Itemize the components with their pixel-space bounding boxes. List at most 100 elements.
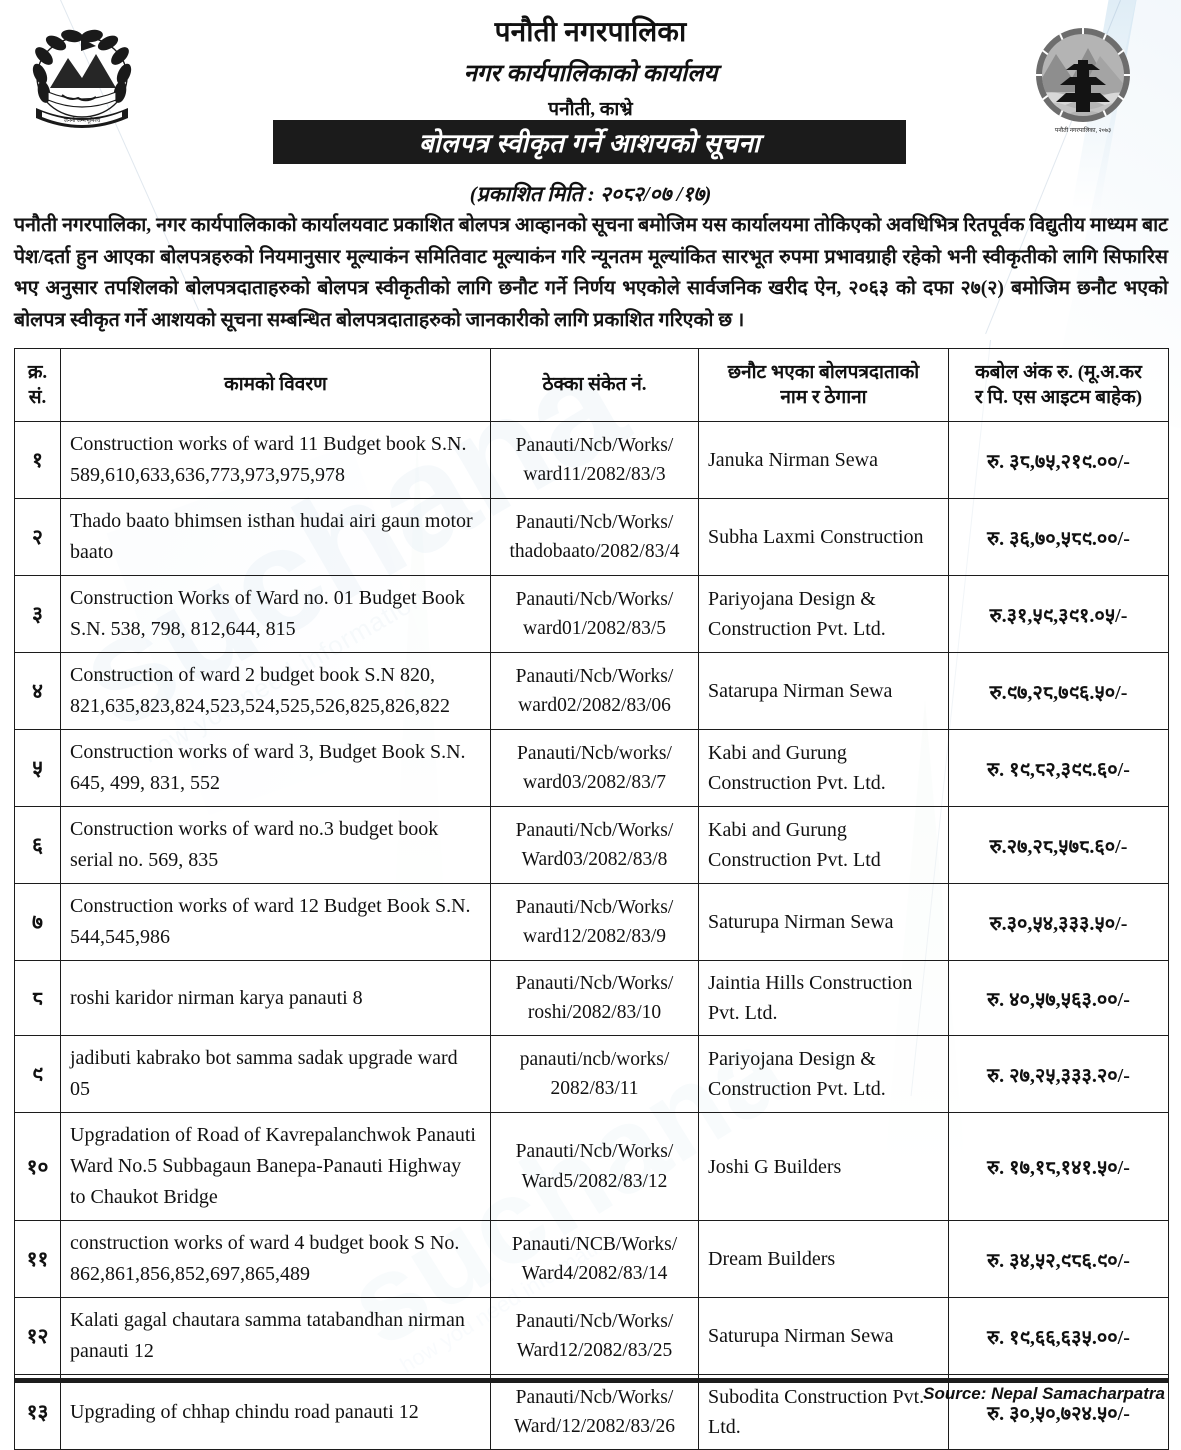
cell-serial: ८ xyxy=(14,960,61,1036)
table-row: १० Upgradation of Road of Kavrepalanchwok… xyxy=(14,1112,1169,1221)
cell-contract-code: Panauti/Ncb/Works/ Ward/12/2082/83/26 xyxy=(490,1374,699,1450)
cell-work-description: construction works of ward 4 budget book… xyxy=(60,1220,491,1298)
svg-text:जननी जन्मभूमिश्च: जननी जन्मभूमिश्च xyxy=(64,117,101,124)
cell-work-description: Construction works of ward 11 Budget boo… xyxy=(60,421,491,499)
cell-work-description: Construction of ward 2 budget book S.N 8… xyxy=(60,652,491,730)
table-row: १२ Kalati gagal chautara samma tatabandha… xyxy=(14,1297,1169,1375)
footer-divider xyxy=(14,1378,1168,1383)
cell-selected-bidder: Joshi G Builders xyxy=(698,1112,949,1221)
cell-quoted-amount: रु.३०,५४,३३३.५०/- xyxy=(948,883,1169,961)
table-header: क्र. सं. कामको विवरण ठेक्का संकेत नं. छन… xyxy=(14,348,1169,422)
cell-contract-code: Panauti/Ncb/works/ ward03/2082/83/7 xyxy=(490,729,699,807)
cell-selected-bidder: Pariyojana Design & Construction Pvt. Lt… xyxy=(698,575,949,653)
cell-contract-code: Panauti/Ncb/Works/ roshi/2082/83/10 xyxy=(490,960,699,1036)
cell-quoted-amount: रु. २७,२५,३३३.२०/- xyxy=(948,1035,1169,1113)
table-row: २ Thado baato bhimsen isthan hudai airi g… xyxy=(14,498,1169,576)
cell-serial: ६ xyxy=(14,806,61,884)
panauti-municipality-logo-icon: पनौती नगरपालिका, २०७३ xyxy=(1036,28,1130,134)
cell-work-description: Upgrading of chhap chindu road panauti 1… xyxy=(60,1374,491,1450)
cell-quoted-amount: रु. ४०,५७,५६३.००/- xyxy=(948,960,1169,1036)
cell-serial: १२ xyxy=(14,1297,61,1375)
cell-contract-code: Panauti/Ncb/Works/ ward12/2082/83/9 xyxy=(490,883,699,961)
cell-quoted-amount: रु.३१,५९,३९१.०५/- xyxy=(948,575,1169,653)
cell-quoted-amount: रु.२७,२८,५७८.६०/- xyxy=(948,806,1169,884)
column-header-work-description: कामको विवरण xyxy=(60,348,491,422)
cell-quoted-amount: रु. ३४,५२,९८६.९०/- xyxy=(948,1220,1169,1298)
cell-contract-code: panauti/ncb/works/ 2082/83/11 xyxy=(490,1035,699,1113)
header-title-block: पनौती नगरपालिका नगर कार्यपालिकाको कार्या… xyxy=(0,12,1181,121)
cell-quoted-amount: रु. १७,१८,१४१.५०/- xyxy=(948,1112,1169,1221)
cell-serial: १३ xyxy=(14,1374,61,1450)
cell-selected-bidder: Saturupa Nirman Sewa xyxy=(698,883,949,961)
organization-office: नगर कार्यपालिकाको कार्यालय xyxy=(463,61,718,87)
published-date: (प्रकाशित मिति : २०८२/०७ /१७) xyxy=(469,182,712,206)
cell-contract-code: Panauti/Ncb/Works/ ward01/2082/83/5 xyxy=(490,575,699,653)
cell-quoted-amount: रु. ३६,७०,५८९.००/- xyxy=(948,498,1169,576)
cell-contract-code: Panauti/Ncb/Works/ thadobaato/2082/83/4 xyxy=(490,498,699,576)
column-header-contract-code: ठेक्का संकेत नं. xyxy=(490,348,699,422)
nepal-government-emblem-icon: जननी जन्मभूमिश्च xyxy=(32,29,132,128)
cell-quoted-amount: रु.९७,२८,७९६.५०/- xyxy=(948,652,1169,730)
cell-selected-bidder: Subodita Construction Pvt. Ltd. xyxy=(698,1374,949,1450)
table-row: ६ Construction works of ward no.3 budget … xyxy=(14,806,1169,884)
cell-selected-bidder: Pariyojana Design & Construction Pvt. Lt… xyxy=(698,1035,949,1113)
cell-work-description: Upgradation of Road of Kavrepalanchwok P… xyxy=(60,1112,491,1221)
cell-work-description: Construction Works of Ward no. 01 Budget… xyxy=(60,575,491,653)
cell-selected-bidder: Subha Laxmi Construction xyxy=(698,498,949,576)
source-credit: Source: Nepal Samacharpatra xyxy=(923,1384,1165,1403)
table-header-row: क्र. सं. कामको विवरण ठेक्का संकेत नं. छन… xyxy=(14,348,1169,422)
cell-serial: ९ xyxy=(14,1035,61,1113)
table-body: १ Construction works of ward 11 Budget bo… xyxy=(14,421,1169,1450)
cell-quoted-amount: रु. १९,६६,६३५.००/- xyxy=(948,1297,1169,1375)
cell-serial: १० xyxy=(14,1112,61,1221)
cell-selected-bidder: Satarupa Nirman Sewa xyxy=(698,652,949,730)
cell-contract-code: Panauti/NCB/Works/ Ward4/2082/83/14 xyxy=(490,1220,699,1298)
table-row: ११ construction works of ward 4 budget bo… xyxy=(14,1220,1169,1298)
bid-results-table-wrapper: क्र. सं. कामको विवरण ठेक्का संकेत नं. छन… xyxy=(14,348,1169,1450)
table-row: ७ Construction works of ward 12 Budget Bo… xyxy=(14,883,1169,961)
table-row: ९ jadibuti kabrako bot samma sadak upgrad… xyxy=(14,1035,1169,1113)
svg-text:पनौती नगरपालिका, २०७३: पनौती नगरपालिका, २०७३ xyxy=(1055,126,1111,134)
bid-results-table: क्र. सं. कामको विवरण ठेक्का संकेत नं. छन… xyxy=(14,348,1169,1450)
table-row: ४ Construction of ward 2 budget book S.N … xyxy=(14,652,1169,730)
cell-work-description: jadibuti kabrako bot samma sadak upgrade… xyxy=(60,1035,491,1113)
table-row: १ Construction works of ward 11 Budget bo… xyxy=(14,421,1169,499)
column-header-serial: क्र. सं. xyxy=(14,348,61,422)
cell-contract-code: Panauti/Ncb/Works/ ward02/2082/83/06 xyxy=(490,652,699,730)
cell-work-description: Construction works of ward no.3 budget b… xyxy=(60,806,491,884)
cell-contract-code: Panauti/Ncb/Works/ Ward5/2082/83/12 xyxy=(490,1112,699,1221)
cell-quoted-amount: रु. ३८,७५,२१९.००/- xyxy=(948,421,1169,499)
cell-selected-bidder: Jaintia Hills Construction Pvt. Ltd. xyxy=(698,960,949,1036)
cell-work-description: Construction works of ward 12 Budget Boo… xyxy=(60,883,491,961)
cell-selected-bidder: Kabi and Gurung Construction Pvt. Ltd xyxy=(698,806,949,884)
cell-serial: ११ xyxy=(14,1220,61,1298)
cell-serial: ७ xyxy=(14,883,61,961)
column-header-quoted-amount: कबोल अंक रु. (मू.अ.कर र पि. एस आइटम बाहे… xyxy=(948,348,1169,422)
notice-title-text: बोलपत्र स्वीकृत गर्ने आशयको सूचना xyxy=(418,129,761,158)
organization-place: पनौती, काभ्रे xyxy=(548,99,633,120)
cell-work-description: Construction works of ward 3, Budget Boo… xyxy=(60,729,491,807)
intro-paragraph: पनौती नगरपालिका, नगर कार्यपालिकाको कार्य… xyxy=(14,215,1168,331)
organization-name: पनौती नगरपालिका xyxy=(494,17,687,48)
table-row: ५ Construction works of ward 3, Budget Bo… xyxy=(14,729,1169,807)
cell-work-description: Thado baato bhimsen isthan hudai airi ga… xyxy=(60,498,491,576)
cell-contract-code: Panauti/Ncb/Works/ Ward12/2082/83/25 xyxy=(490,1297,699,1375)
cell-quoted-amount: रु. १९,८२,३९९.६०/- xyxy=(948,729,1169,807)
cell-selected-bidder: Januka Nirman Sewa xyxy=(698,421,949,499)
cell-selected-bidder: Kabi and Gurung Construction Pvt. Ltd. xyxy=(698,729,949,807)
document-header: जननी जन्मभूमिश्च xyxy=(0,0,1181,206)
cell-work-description: Kalati gagal chautara samma tatabandhan … xyxy=(60,1297,491,1375)
cell-work-description: roshi karidor nirman karya panauti 8 xyxy=(60,960,491,1036)
cell-contract-code: Panauti/Ncb/Works/ ward11/2082/83/3 xyxy=(490,421,699,499)
table-row: ८ roshi karidor nirman karya panauti 8 Pan… xyxy=(14,960,1169,1036)
cell-serial: ४ xyxy=(14,652,61,730)
column-header-selected-bidder: छनौट भएका बोलपत्रदाताको नाम र ठेगाना xyxy=(698,348,949,422)
cell-selected-bidder: Saturupa Nirman Sewa xyxy=(698,1297,949,1375)
cell-serial: ५ xyxy=(14,729,61,807)
notice-title-banner: बोलपत्र स्वीकृत गर्ने आशयको सूचना xyxy=(273,120,906,164)
cell-contract-code: Panauti/Ncb/Works/ Ward03/2082/83/8 xyxy=(490,806,699,884)
cell-serial: २ xyxy=(14,498,61,576)
cell-selected-bidder: Dream Builders xyxy=(698,1220,949,1298)
cell-serial: १ xyxy=(14,421,61,499)
